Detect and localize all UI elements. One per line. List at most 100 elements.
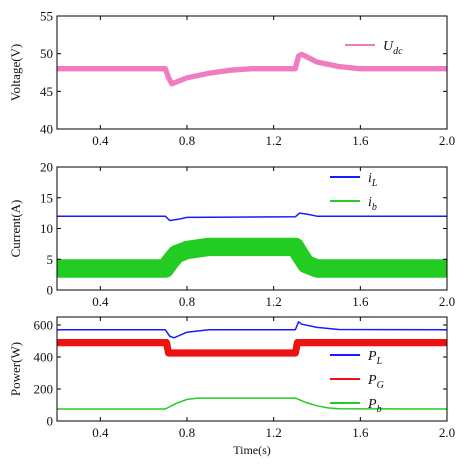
- data-point-3-1-5: [187, 332, 188, 333]
- series-line-1-1: [57, 51, 447, 87]
- data-point-2-2-9: [306, 264, 307, 265]
- data-point-3-3-3: [176, 403, 177, 404]
- data-point-3-1-2: [165, 329, 166, 330]
- data-point-3-1-8: [298, 321, 299, 322]
- y-tick-label: 45: [40, 84, 53, 99]
- data-point-2-2-5: [187, 250, 188, 251]
- data-point-3-2-3: [168, 353, 169, 354]
- data-point-3-3-10: [338, 408, 339, 409]
- series-line-2-1: [57, 212, 447, 222]
- data-point-2-1-6: [295, 216, 296, 217]
- data-point-1-1-7: [230, 70, 231, 71]
- data-point-3-2-2: [166, 342, 167, 343]
- y-tick-label: 200: [34, 382, 54, 397]
- data-point-1-1-12: [317, 62, 318, 63]
- x-tick-label: 2.0: [439, 133, 455, 148]
- data-point-3-3-4: [187, 399, 188, 400]
- data-point-2-1-7: [299, 213, 300, 214]
- y-tick-label: 0: [47, 283, 54, 298]
- y-tick-label: 5: [47, 252, 54, 267]
- x-tick-label: 0.8: [179, 133, 195, 148]
- y-tick-label: 20: [40, 160, 53, 175]
- data-point-3-3-8: [317, 405, 318, 406]
- legend-label-2: PG: [367, 373, 384, 391]
- data-point-3-3-7: [306, 402, 307, 403]
- data-point-1-1-8: [252, 68, 253, 69]
- data-point-3-1-10: [317, 327, 318, 328]
- legend-label-subscript: L: [371, 178, 378, 189]
- data-point-3-1-3: [169, 336, 170, 337]
- data-point-2-1-5: [187, 217, 188, 218]
- series-line-2-2: [57, 237, 447, 278]
- data-point-3-3-9: [327, 407, 328, 408]
- chart-panel-2: 0.4 0.8 1.2 1.6 2.0 0 5 10 15 20 Current(A) iL ib: [8, 160, 455, 310]
- data-point-1-1-6: [208, 73, 209, 74]
- legend-label-1: iL: [368, 171, 378, 189]
- data-point-2-1-2: [165, 216, 166, 217]
- x-tick-label: 2.0: [439, 294, 455, 309]
- plot-frame: [56, 15, 448, 130]
- plot-frame: [56, 316, 448, 422]
- data-point-2-1-8: [308, 214, 309, 215]
- data-point-3-1-6: [208, 329, 209, 330]
- x-tick-label: 1.6: [352, 294, 369, 309]
- y-tick-label: 50: [40, 46, 53, 61]
- legend-label-subscript: G: [377, 380, 384, 391]
- legend-label-subscript: dc: [393, 46, 403, 57]
- data-point-1-1-4: [171, 83, 172, 84]
- data-point-2-2-8: [299, 254, 300, 255]
- y-tick-label: 600: [34, 318, 54, 333]
- y-tick-label: 400: [34, 350, 54, 365]
- data-point-3-1-7: [295, 329, 296, 330]
- x-tick-label: 1.6: [352, 133, 369, 148]
- data-point-3-1-4: [174, 337, 175, 338]
- series-line-3-3: [57, 397, 448, 410]
- data-point-1-1-5: [187, 77, 188, 78]
- data-point-2-2-3: [169, 262, 170, 263]
- data-point-2-2-6: [208, 246, 209, 247]
- legend-label-1: Udc: [383, 39, 403, 57]
- data-point-3-2-4: [295, 353, 296, 354]
- x-tick-label: 1.2: [266, 425, 282, 440]
- y-tick-label: 0: [47, 414, 54, 429]
- chart-panel-3: 0.4 0.8 1.2 1.6 2.0 0 200 400 600 Power(W) Time(s)…: [8, 316, 455, 457]
- legend-label-subscript: b: [372, 202, 377, 213]
- chart-panel-1: 0.4 0.8 1.2 1.6 2.0 40 45 50 55 Voltage(V) Udc: [8, 9, 455, 149]
- x-tick-label: 1.2: [266, 133, 282, 148]
- legend-label-3: Pb: [367, 397, 382, 415]
- y-tick-label: 15: [40, 190, 53, 205]
- data-point-3-2-5: [297, 342, 298, 343]
- data-point-1-1-13: [338, 66, 339, 67]
- x-tick-label: 1.6: [352, 425, 369, 440]
- y-axis-label: Current(A): [8, 200, 23, 258]
- data-point-2-2-2: [165, 268, 166, 269]
- data-point-1-1-10: [298, 55, 299, 56]
- data-point-2-1-3: [169, 220, 170, 221]
- data-point-2-2-4: [176, 254, 177, 255]
- data-point-3-1-11: [338, 329, 339, 330]
- y-axis-label: Voltage(V): [8, 44, 23, 102]
- data-point-1-1-2: [165, 68, 166, 69]
- data-point-1-1-14: [360, 68, 361, 69]
- legend-label-subscript: b: [377, 404, 382, 415]
- series-line-3-1: [57, 321, 448, 339]
- legend-label-2: ib: [368, 195, 377, 213]
- data-point-2-2-10: [317, 268, 318, 269]
- x-tick-label: 0.4: [92, 294, 109, 309]
- x-tick-label: 2.0: [439, 425, 455, 440]
- data-point-3-3-6: [295, 398, 296, 399]
- data-point-1-1-3: [168, 77, 169, 78]
- data-point-3-3-2: [165, 409, 166, 410]
- x-axis-label: Time(s): [233, 443, 271, 457]
- data-point-3-1-9: [301, 324, 302, 325]
- series-line-3-2: [57, 339, 447, 357]
- legend-label-1: PL: [367, 349, 383, 367]
- y-tick-label: 40: [40, 122, 53, 137]
- y-axis-label: Power(W): [8, 342, 23, 396]
- x-tick-label: 0.8: [179, 294, 195, 309]
- y-tick-label: 55: [40, 9, 53, 24]
- x-tick-label: 0.4: [92, 425, 109, 440]
- data-point-1-1-11: [301, 54, 302, 55]
- legend-label-subscript: L: [376, 356, 383, 367]
